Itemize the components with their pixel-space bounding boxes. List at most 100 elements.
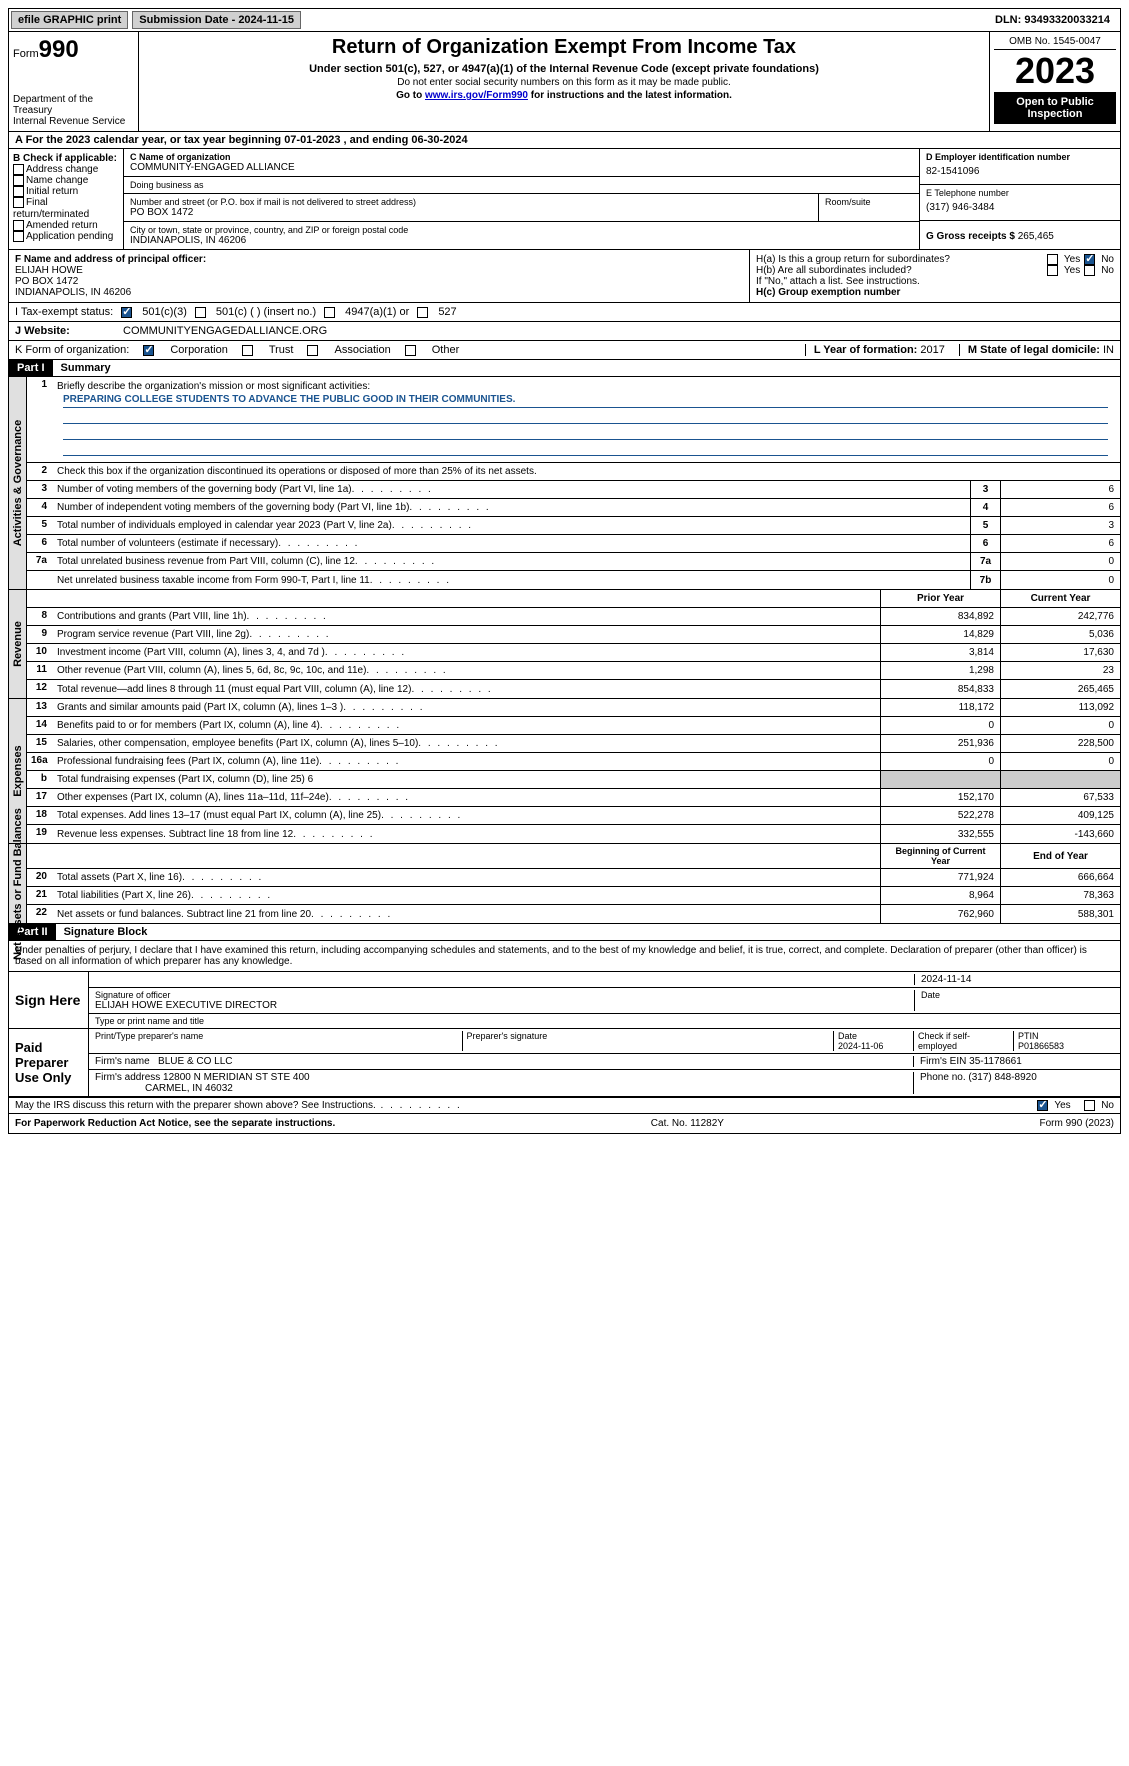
type-name-lbl: Type or print name and title bbox=[95, 1016, 204, 1026]
vert-na: Net Assets or Fund Balances bbox=[12, 808, 24, 960]
row-col: 7b bbox=[970, 571, 1000, 589]
table-row: 17Other expenses (Part IX, column (A), l… bbox=[27, 789, 1120, 807]
row-current: 113,092 bbox=[1000, 699, 1120, 716]
row-val: 6 bbox=[1000, 535, 1120, 552]
row-num: 18 bbox=[27, 807, 51, 824]
dept-label: Department of the Treasury bbox=[13, 94, 134, 116]
vert-rev: Revenue bbox=[12, 621, 24, 667]
check-se: Check if self-employed bbox=[914, 1031, 1014, 1051]
chk-name-change[interactable] bbox=[13, 175, 24, 186]
row-desc: Grants and similar amounts paid (Part IX… bbox=[51, 699, 880, 716]
chk-app-pending[interactable] bbox=[13, 231, 24, 242]
row-desc: Number of independent voting members of … bbox=[51, 499, 970, 516]
l-val: 2017 bbox=[920, 344, 944, 356]
irs-link[interactable]: www.irs.gov/Form990 bbox=[425, 90, 528, 101]
sig-officer: ELIJAH HOWE EXECUTIVE DIRECTOR bbox=[95, 1000, 914, 1011]
chk-corp[interactable] bbox=[143, 345, 154, 356]
row-num: 11 bbox=[27, 662, 51, 679]
ptin-lbl: PTIN bbox=[1018, 1031, 1039, 1041]
hb-yes: Yes bbox=[1064, 265, 1080, 276]
footer-left: For Paperwork Reduction Act Notice, see … bbox=[15, 1118, 335, 1129]
j-lbl: J Website: bbox=[15, 325, 115, 337]
chk-501c3[interactable] bbox=[121, 307, 132, 318]
chk-discuss-yes[interactable] bbox=[1037, 1100, 1048, 1111]
i-o1: 501(c)(3) bbox=[142, 306, 187, 318]
chk-other[interactable] bbox=[405, 345, 416, 356]
row-num: 4 bbox=[27, 499, 51, 516]
row-num: 9 bbox=[27, 626, 51, 643]
table-row: 14Benefits paid to or for members (Part … bbox=[27, 717, 1120, 735]
row-col: 7a bbox=[970, 553, 1000, 570]
l-lbl: L Year of formation: bbox=[814, 344, 918, 356]
g-val: 265,465 bbox=[1018, 231, 1054, 242]
table-row: 18Total expenses. Add lines 13–17 (must … bbox=[27, 807, 1120, 825]
ha-yes: Yes bbox=[1064, 254, 1080, 265]
chk-discuss-no[interactable] bbox=[1084, 1100, 1095, 1111]
perjury-text: Under penalties of perjury, I declare th… bbox=[9, 941, 1120, 972]
form-header: Form990 Department of the Treasury Inter… bbox=[8, 32, 1121, 132]
row-a-period: A For the 2023 calendar year, or tax yea… bbox=[8, 132, 1121, 149]
table-row: 16aProfessional fundraising fees (Part I… bbox=[27, 753, 1120, 771]
q1: Briefly describe the organization's miss… bbox=[57, 381, 1114, 392]
row-desc: Total assets (Part X, line 16) bbox=[51, 869, 880, 886]
g-lbl: G Gross receipts $ bbox=[926, 231, 1015, 242]
chk-4947[interactable] bbox=[324, 307, 335, 318]
k-lbl: K Form of organization: bbox=[15, 344, 129, 356]
ha-lbl: H(a) Is this a group return for subordin… bbox=[756, 254, 950, 265]
table-row: 11Other revenue (Part VIII, column (A), … bbox=[27, 662, 1120, 680]
row-desc: Revenue less expenses. Subtract line 18 … bbox=[51, 825, 880, 843]
row-prior: 771,924 bbox=[880, 869, 1000, 886]
table-row: 19Revenue less expenses. Subtract line 1… bbox=[27, 825, 1120, 843]
row-num: 3 bbox=[27, 481, 51, 498]
chk-initial-return[interactable] bbox=[13, 186, 24, 197]
table-row: bTotal fundraising expenses (Part IX, co… bbox=[27, 771, 1120, 789]
mission-blank-3 bbox=[63, 442, 1108, 456]
row-prior bbox=[880, 771, 1000, 788]
table-row: 22Net assets or fund balances. Subtract … bbox=[27, 905, 1120, 923]
row-val: 6 bbox=[1000, 481, 1120, 498]
row-num: 22 bbox=[27, 905, 51, 923]
chk-ha-yes[interactable] bbox=[1047, 254, 1058, 265]
chk-address-change[interactable] bbox=[13, 164, 24, 175]
row-col: 3 bbox=[970, 481, 1000, 498]
hb-note: If "No," attach a list. See instructions… bbox=[756, 276, 1114, 287]
chk-hb-yes[interactable] bbox=[1047, 265, 1058, 276]
footer: For Paperwork Reduction Act Notice, see … bbox=[8, 1114, 1121, 1134]
row-num: 12 bbox=[27, 680, 51, 698]
table-row: 4Number of independent voting members of… bbox=[27, 499, 1120, 517]
vert-ag: Activities & Governance bbox=[12, 420, 24, 547]
lbl-amended: Amended return bbox=[26, 220, 98, 231]
row-desc: Total fundraising expenses (Part IX, col… bbox=[51, 771, 880, 788]
lbl-initial-return: Initial return bbox=[26, 186, 78, 197]
row-current: 78,363 bbox=[1000, 887, 1120, 904]
row-desc: Investment income (Part VIII, column (A)… bbox=[51, 644, 880, 661]
form-subtitle-1: Under section 501(c), 527, or 4947(a)(1)… bbox=[143, 63, 985, 75]
row-col: 6 bbox=[970, 535, 1000, 552]
chk-hb-no[interactable] bbox=[1084, 265, 1095, 276]
col-prior: Prior Year bbox=[880, 590, 1000, 607]
table-row: 10Investment income (Part VIII, column (… bbox=[27, 644, 1120, 662]
row-num: 14 bbox=[27, 717, 51, 734]
row-current: 228,500 bbox=[1000, 735, 1120, 752]
efile-print-button[interactable]: efile GRAPHIC print bbox=[11, 11, 128, 29]
chk-assoc[interactable] bbox=[307, 345, 318, 356]
lbl-app-pending: Application pending bbox=[26, 231, 113, 242]
table-row: 20Total assets (Part X, line 16)771,9246… bbox=[27, 869, 1120, 887]
row-prior: 1,298 bbox=[880, 662, 1000, 679]
row-prior: 14,829 bbox=[880, 626, 1000, 643]
block-b-to-g: B Check if applicable: Address change Na… bbox=[8, 149, 1121, 250]
row-desc: Total revenue—add lines 8 through 11 (mu… bbox=[51, 680, 880, 698]
row-num: b bbox=[27, 771, 51, 788]
signature-block: Under penalties of perjury, I declare th… bbox=[8, 941, 1121, 1114]
c-name-lbl: C Name of organization bbox=[130, 152, 231, 162]
row-current: 409,125 bbox=[1000, 807, 1120, 824]
chk-527[interactable] bbox=[417, 307, 428, 318]
footer-center: Cat. No. 11282Y bbox=[651, 1118, 724, 1129]
e-val: (317) 946-3484 bbox=[926, 198, 1114, 217]
c-street-lbl: Number and street (or P.O. box if mail i… bbox=[130, 197, 812, 207]
chk-501c[interactable] bbox=[195, 307, 206, 318]
chk-ha-no[interactable] bbox=[1084, 254, 1095, 265]
chk-final-return[interactable] bbox=[13, 197, 24, 208]
chk-trust[interactable] bbox=[242, 345, 253, 356]
chk-amended[interactable] bbox=[13, 220, 24, 231]
